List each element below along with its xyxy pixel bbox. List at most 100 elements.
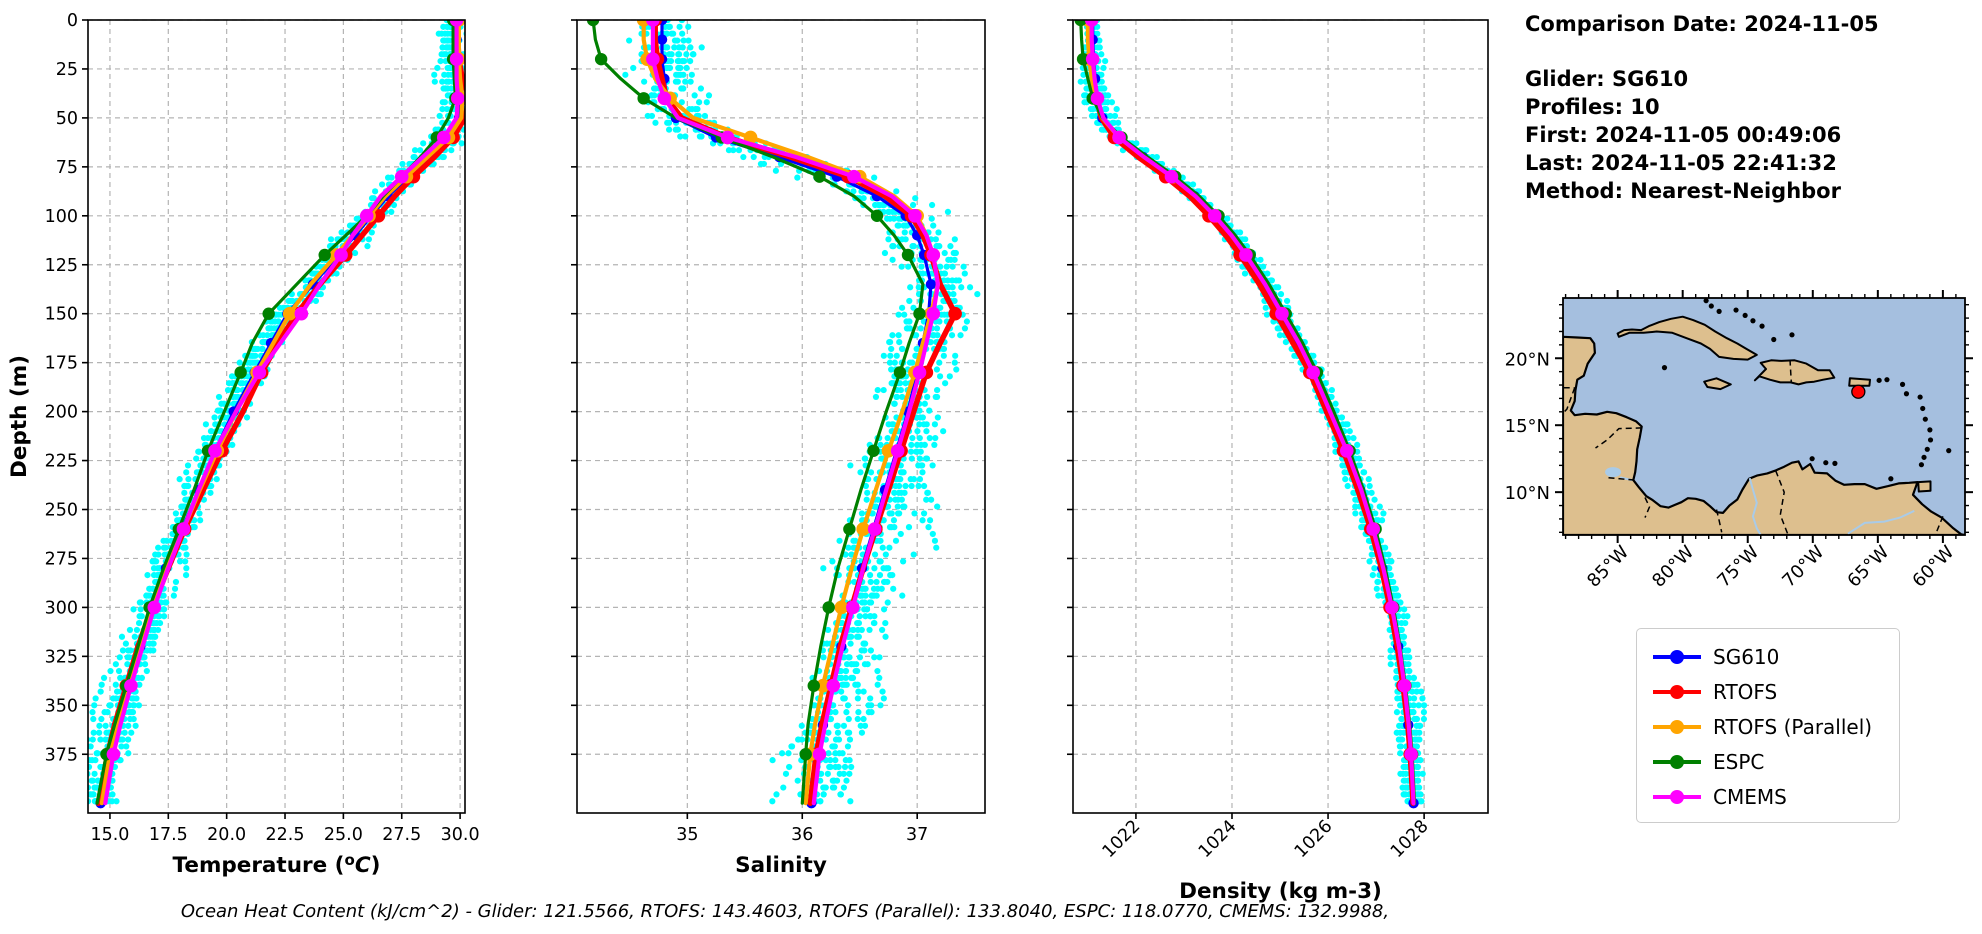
map-small-island: [1742, 312, 1748, 319]
map-river: [1748, 477, 1762, 535]
map-land-mainland: [1563, 335, 1965, 535]
map-small-island: [1899, 381, 1906, 387]
map-country-border: [1715, 509, 1723, 533]
map-country-border: [1935, 516, 1944, 533]
map-small-island: [1733, 307, 1739, 313]
map-island-hispaniola: [1753, 359, 1836, 386]
glider-scatter-overlay: [88, 20, 465, 805]
depth-tick-label: 200: [45, 403, 78, 423]
map-small-island: [1716, 308, 1722, 314]
map-small-island: [1759, 323, 1765, 329]
map-small-island: [1924, 446, 1930, 452]
legend-label: CMEMS: [1713, 784, 1787, 809]
map-small-island: [1708, 303, 1714, 309]
map-small-island: [1703, 298, 1709, 304]
legend-item-sg610: SG610: [1651, 639, 1899, 674]
legend-swatch: [1653, 754, 1701, 769]
salinity-axis-label: Salinity: [735, 853, 827, 878]
depth-tick-label: 325: [45, 647, 78, 667]
depth-tick-label: 0: [67, 11, 78, 31]
legend: SG610 RTOFS RTOFS (Parallel) ESPC CMEMS: [1636, 628, 1900, 823]
temperature-panel: 15.0 17.5 20.0 22.5 25.0 27.5 30.0 0 25 50 75 100 12…: [7, 11, 480, 878]
depth-tick-label: 275: [45, 549, 78, 569]
map-lat-label: 10°N: [1505, 483, 1550, 504]
map-small-island: [1823, 460, 1829, 466]
depth-tick-label: 350: [45, 696, 78, 716]
map-island-trinidad: [1917, 480, 1932, 493]
last-profile-time: Last: 2024-11-05 22:41:32: [1525, 151, 1837, 175]
depth-tick-label: 125: [45, 256, 78, 276]
temperature-axis-label: Temperature (oC): [173, 851, 381, 878]
depth-tick-label: 300: [45, 598, 78, 618]
map-small-island: [1903, 391, 1910, 397]
map-small-island: [1927, 437, 1934, 443]
map-country-border: [1563, 387, 1576, 414]
x-tick-label: 36: [791, 825, 813, 845]
legend-item-espc: ESPC: [1651, 744, 1899, 779]
map-island-jamaica: [1703, 377, 1732, 391]
map-small-island: [1809, 456, 1815, 462]
series-rtofs: [1083, 20, 1417, 806]
map-small-island: [1922, 416, 1928, 422]
map-lake: [1605, 467, 1622, 478]
map-country-border: [1789, 359, 1793, 383]
glider-position-marker: [1851, 384, 1866, 399]
map-small-island: [1927, 427, 1933, 433]
map-lat-label: 20°N: [1505, 349, 1550, 370]
x-tick-label: 1024: [1195, 816, 1241, 862]
x-tick-label: 17.5: [149, 825, 188, 845]
series-cmems: [1084, 20, 1418, 806]
legend-swatch: [1653, 789, 1701, 804]
map-small-island: [1789, 332, 1795, 338]
map-small-island: [1876, 377, 1882, 383]
x-tick-label: 1028: [1387, 816, 1433, 862]
map-small-island: [1661, 365, 1668, 371]
map-small-island: [1920, 405, 1926, 412]
x-tick-label: 37: [906, 825, 928, 845]
map-river: [1847, 509, 1915, 535]
x-tick-label: 1022: [1099, 816, 1145, 862]
x-tick-label: 1026: [1291, 816, 1337, 862]
comparison-method: Method: Nearest-Neighbor: [1525, 179, 1841, 203]
x-tick-label: 30.0: [441, 825, 480, 845]
x-tick-label: 35: [676, 825, 698, 845]
x-tick-label: 22.5: [266, 825, 305, 845]
map-lon-label: 70°W: [1778, 542, 1828, 592]
depth-axis-label: Depth (m): [7, 355, 32, 478]
salinity-panel: 35 36 37 Salinity: [571, 19, 986, 878]
glider-scatter-overlay: [1077, 20, 1428, 805]
depth-tick-label: 50: [56, 109, 78, 129]
legend-swatch: [1653, 719, 1701, 734]
density-axis-label: Density (kg m-3): [1179, 879, 1382, 904]
map-island-puertorico: [1848, 377, 1871, 387]
profiles-count: Profiles: 10: [1525, 95, 1660, 119]
map-country-border: [1775, 470, 1789, 535]
map-island-cuba: [1616, 315, 1758, 361]
map-small-island: [1946, 448, 1952, 454]
info-spacer: [1525, 38, 1975, 65]
ohc-caption: Ocean Heat Content (kJ/cm^2) - Glider: 1…: [180, 901, 1390, 922]
series-rtofs: [95, 20, 465, 806]
series-espc: [1074, 20, 1419, 805]
legend-item-rtofs-parallel-: RTOFS (Parallel): [1651, 709, 1899, 744]
series-espc: [95, 20, 462, 805]
map-lat-label: 15°N: [1505, 416, 1550, 437]
depth-tick-label: 175: [45, 354, 78, 374]
map-lon-label: 60°W: [1908, 542, 1958, 592]
comparison-date: Comparison Date: 2024-11-05: [1525, 12, 1879, 36]
glider-scatter-overlay: [622, 20, 981, 805]
x-tick-label: 15.0: [90, 825, 129, 845]
map-lon-label: 75°W: [1713, 542, 1763, 592]
glider-name: Glider: SG610: [1525, 67, 1689, 91]
legend-label: RTOFS (Parallel): [1713, 714, 1873, 739]
x-tick-label: 27.5: [382, 825, 421, 845]
x-tick-label: 20.0: [207, 825, 246, 845]
map-small-island: [1918, 462, 1925, 468]
series-cmems: [646, 20, 941, 806]
map-small-island: [1750, 318, 1756, 324]
map-small-island: [1917, 394, 1923, 400]
series-cmems: [103, 20, 465, 806]
